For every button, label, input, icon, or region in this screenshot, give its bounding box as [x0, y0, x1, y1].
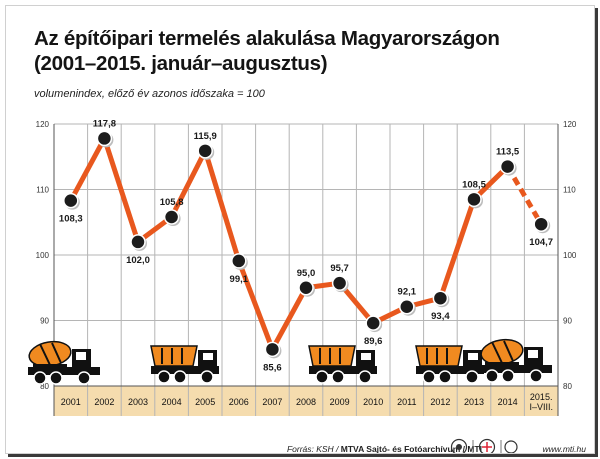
data-label: 95,7: [330, 263, 349, 274]
line-segment-dashed: [505, 165, 544, 226]
x-tick-label: 2001: [61, 397, 81, 407]
data-point: [63, 192, 79, 209]
mtva-logo: [450, 438, 518, 453]
data-point: [96, 130, 113, 147]
data-label: 113,5: [496, 147, 520, 158]
x-tick-label: 2010: [363, 397, 383, 407]
title-line-2: (2001–2015. január–augusztus): [34, 52, 328, 75]
dump-truck-icon: [308, 345, 378, 384]
x-tick-label: 2005: [195, 397, 215, 407]
y-tick-label-right: 80: [563, 382, 572, 391]
data-label: 108,3: [59, 214, 83, 225]
x-tick-label: 2006: [229, 397, 249, 407]
data-label: 99,1: [230, 274, 249, 285]
x-tick-label: 2004: [162, 397, 182, 407]
y-tick-label-left: 110: [36, 186, 49, 195]
data-label: 104,7: [529, 237, 553, 248]
line-chart: 80 80 90 90 100 100 110 110 120 120 2001 2002 2003 20…: [26, 118, 577, 416]
y-tick-label-left: 100: [36, 251, 50, 260]
line-segment: [236, 260, 275, 351]
data-label: 108,5: [462, 179, 486, 190]
data-label: 89,6: [364, 336, 383, 347]
line-segment: [102, 137, 141, 243]
x-tick-label: 2009: [330, 397, 350, 407]
mixer-truck-icon: [478, 335, 553, 383]
data-label: 95,0: [297, 268, 316, 279]
chart-frame: Az építőipari termelés alakulása Magyaro…: [5, 5, 595, 454]
data-point: [197, 143, 213, 159]
y-tick-label-right: 90: [563, 317, 572, 326]
x-tick-label: 2003: [128, 397, 148, 407]
data-label: 93,4: [431, 311, 450, 322]
data-point: [163, 209, 180, 225]
data-point: [432, 290, 449, 306]
dump-truck-icon: [150, 345, 220, 384]
x-tick-label: 2015.: [530, 392, 553, 402]
data-point: [298, 280, 314, 296]
title-line-1: Az építőipari termelés alakulása Magyaro…: [34, 27, 500, 50]
source-note: Forrás: KSH / MTVA Sajtó- és Fotóarchívu…: [286, 444, 482, 454]
source-prefix: Forrás: KSH /: [286, 444, 341, 454]
line-segment: [68, 137, 107, 202]
data-point: [130, 234, 146, 250]
chart-subtitle: volumenindex, előző év azonos időszaka =…: [34, 88, 265, 100]
x-tick-label: 2012: [430, 397, 450, 407]
line-segment: [472, 164, 510, 202]
data-point: [365, 315, 381, 331]
y-tick-label-right: 100: [563, 251, 577, 260]
y-tick-label-left: 90: [40, 317, 49, 326]
data-label: 85,6: [263, 362, 282, 373]
data-point: [331, 275, 348, 291]
y-tick-label-right: 120: [563, 120, 577, 129]
line-segment: [202, 150, 242, 262]
line-segment: [438, 198, 477, 300]
chart-title: Az építőipari termelés alakulása Magyaro…: [34, 26, 500, 76]
data-point: [264, 341, 281, 358]
y-tick-label-right: 110: [563, 186, 576, 195]
website-link[interactable]: www.mti.hu: [542, 444, 586, 454]
data-point: [399, 298, 415, 315]
data-label: 117,8: [93, 118, 116, 129]
data-label: 102,0: [126, 255, 150, 266]
footer: Forrás: KSH / MTVA Sajtó- és Fotóarchívu…: [6, 436, 594, 454]
mixer-truck-icon: [26, 337, 101, 385]
line-segment: [169, 149, 208, 219]
data-label: 115,9: [194, 131, 217, 142]
data-point: [499, 158, 516, 175]
x-tick-label: 2002: [94, 397, 114, 407]
dump-truck-icon: [415, 345, 485, 384]
source-bold: MTVA Sajtó- és Fotóarchívum / MTI: [340, 444, 482, 454]
data-point: [533, 216, 549, 232]
data-point: [466, 191, 482, 208]
data-label: 92,1: [398, 287, 417, 298]
y-tick-label-left: 120: [36, 120, 50, 129]
x-tick-label: 2007: [262, 397, 282, 407]
x-tick-label: 2013: [464, 397, 484, 407]
category-band: [54, 386, 558, 416]
x-tick-label: I–VIII.: [529, 402, 553, 412]
line-segment: [270, 286, 309, 351]
x-tick-label: 2014: [498, 397, 518, 407]
data-label: 105,8: [160, 197, 184, 208]
y-tick-label-left: 80: [40, 382, 49, 391]
x-tick-label: 2011: [397, 397, 416, 407]
x-tick-label: 2008: [296, 397, 316, 407]
data-point: [231, 253, 247, 269]
